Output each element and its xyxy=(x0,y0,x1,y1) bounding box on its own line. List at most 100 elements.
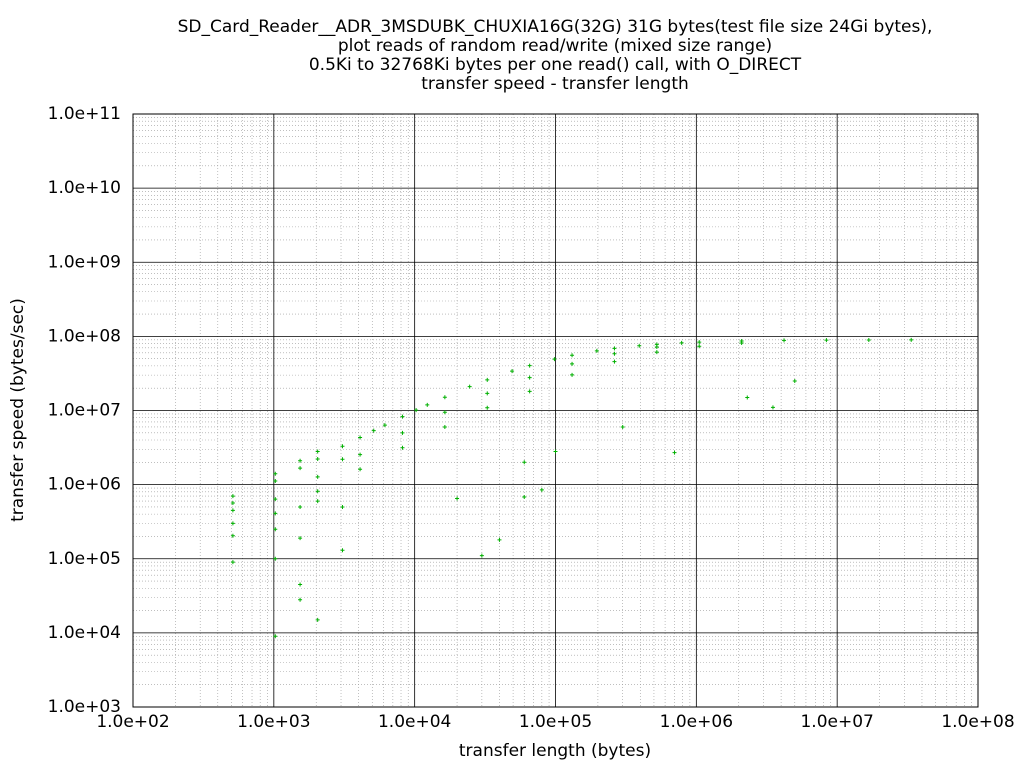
data-point xyxy=(400,430,405,435)
data-point xyxy=(273,634,278,639)
data-point xyxy=(527,389,532,394)
data-point xyxy=(230,494,235,499)
data-point xyxy=(745,395,750,400)
data-point xyxy=(782,338,787,343)
data-point xyxy=(315,489,320,494)
data-point xyxy=(298,536,303,541)
x-tick-label: 1.0e+03 xyxy=(237,712,310,732)
y-tick-label: 1.0e+07 xyxy=(48,401,121,421)
data-point xyxy=(485,391,490,396)
data-point xyxy=(230,560,235,565)
data-point xyxy=(824,338,829,343)
plot-frame xyxy=(132,113,979,708)
data-point xyxy=(273,511,278,516)
chart-title: 0.5Ki to 32768Ki bytes per one read() ca… xyxy=(309,55,802,75)
x-tick-label: 1.0e+05 xyxy=(519,712,592,732)
data-point xyxy=(273,527,278,532)
data-point xyxy=(770,405,775,410)
x-tick-label: 1.0e+08 xyxy=(941,712,1014,732)
data-point xyxy=(298,504,303,509)
data-point xyxy=(792,379,797,384)
data-point xyxy=(654,344,659,349)
data-point xyxy=(620,424,625,429)
data-point xyxy=(672,450,677,455)
data-point xyxy=(315,449,320,454)
data-point xyxy=(315,499,320,504)
data-point xyxy=(340,457,345,462)
data-point xyxy=(298,582,303,587)
data-point xyxy=(697,344,702,349)
data-point xyxy=(866,337,871,342)
data-point xyxy=(739,340,744,345)
data-point xyxy=(358,467,363,472)
data-point xyxy=(371,428,376,433)
data-point xyxy=(442,410,447,415)
data-point xyxy=(570,353,575,358)
data-point xyxy=(230,501,235,506)
data-point xyxy=(485,377,490,382)
data-point xyxy=(298,466,303,471)
data-point xyxy=(679,340,684,345)
data-point xyxy=(510,369,515,374)
data-point xyxy=(315,617,320,622)
data-point xyxy=(340,548,345,553)
data-point xyxy=(455,496,460,501)
data-point xyxy=(442,395,447,400)
data-point xyxy=(315,474,320,479)
x-tick-label: 1.0e+07 xyxy=(800,712,873,732)
data-point xyxy=(400,445,405,450)
y-tick-label: 1.0e+03 xyxy=(48,697,121,717)
y-tick-label: 1.0e+04 xyxy=(48,623,121,643)
data-point xyxy=(273,497,278,502)
data-point xyxy=(497,537,502,542)
data-point xyxy=(382,423,387,428)
data-point xyxy=(522,495,527,500)
data-point xyxy=(340,444,345,449)
data-point xyxy=(553,449,558,454)
data-point xyxy=(414,408,419,413)
data-point xyxy=(230,521,235,526)
data-point xyxy=(612,351,617,356)
data-point xyxy=(485,405,490,410)
data-point xyxy=(467,384,472,389)
y-tick-label: 1.0e+05 xyxy=(48,549,121,569)
x-axis-label: transfer length (bytes) xyxy=(459,741,651,761)
data-point xyxy=(298,458,303,463)
data-point xyxy=(358,435,363,440)
x-tick-label: 1.0e+04 xyxy=(378,712,451,732)
data-point xyxy=(654,350,659,355)
data-point xyxy=(425,402,430,407)
data-point xyxy=(522,460,527,465)
data-point xyxy=(539,487,544,492)
y-tick-label: 1.0e+11 xyxy=(48,104,121,124)
data-point xyxy=(273,471,278,476)
y-tick-label: 1.0e+09 xyxy=(48,252,121,272)
data-point xyxy=(527,375,532,380)
data-point xyxy=(298,597,303,602)
data-point xyxy=(400,414,405,419)
data-point xyxy=(273,478,278,483)
data-point xyxy=(612,346,617,351)
data-point xyxy=(273,556,278,561)
x-tick-label: 1.0e+06 xyxy=(660,712,733,732)
data-point xyxy=(570,372,575,377)
data-point xyxy=(230,533,235,538)
data-point xyxy=(340,504,345,509)
x-tick-label: 1.0e+02 xyxy=(96,712,169,732)
data-point xyxy=(594,348,599,353)
y-tick-label: 1.0e+06 xyxy=(48,475,121,495)
data-point xyxy=(230,508,235,513)
data-point xyxy=(697,340,702,345)
chart-title: transfer speed - transfer length xyxy=(421,74,689,94)
chart-title: plot reads of random read/write (mixed s… xyxy=(338,36,772,56)
data-point xyxy=(479,553,484,558)
grid xyxy=(132,113,979,708)
y-axis-label: transfer speed (bytes/sec) xyxy=(8,298,28,522)
y-tick-label: 1.0e+08 xyxy=(48,326,121,346)
data-point xyxy=(637,343,642,348)
data-point xyxy=(442,424,447,429)
data-point xyxy=(527,363,532,368)
data-point xyxy=(315,456,320,461)
